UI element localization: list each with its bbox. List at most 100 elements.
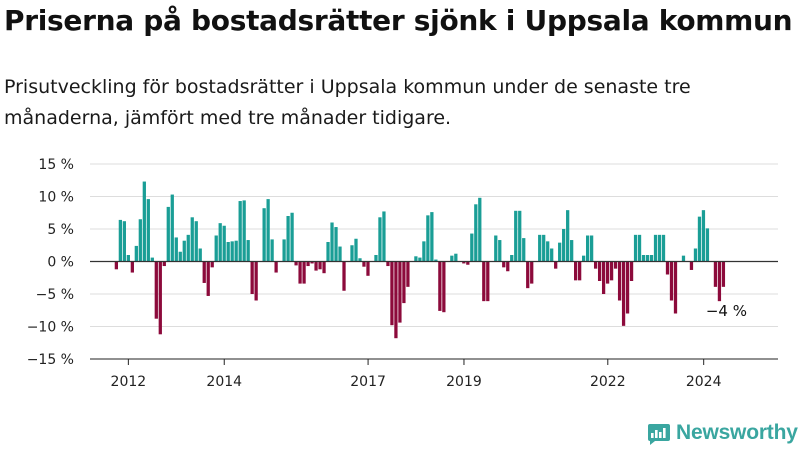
bar xyxy=(689,261,694,270)
bar xyxy=(334,227,338,262)
bar xyxy=(158,261,162,335)
bar xyxy=(134,245,138,262)
bar xyxy=(342,261,346,291)
bar xyxy=(394,261,398,339)
bar xyxy=(114,261,118,270)
bar xyxy=(154,261,158,319)
bar xyxy=(645,255,650,262)
bar xyxy=(270,239,274,262)
brand-logo: Newsworthy xyxy=(646,419,798,447)
y-tick-label: 10 % xyxy=(38,190,74,206)
bar xyxy=(514,210,518,262)
bar xyxy=(146,199,150,262)
bar xyxy=(398,261,402,323)
bar xyxy=(230,241,234,262)
bar xyxy=(693,248,698,262)
bar xyxy=(601,261,606,294)
bar xyxy=(286,216,290,262)
bar xyxy=(138,219,142,262)
bar xyxy=(438,261,442,311)
y-tick-label: 15 % xyxy=(38,157,74,173)
bar xyxy=(633,234,638,262)
bar xyxy=(214,235,218,262)
bar xyxy=(434,259,438,262)
bar xyxy=(130,261,134,273)
bar xyxy=(713,261,718,287)
annotations: −4 % xyxy=(706,302,747,320)
bar xyxy=(306,261,310,267)
bar xyxy=(122,221,126,262)
bar xyxy=(593,261,598,269)
bar xyxy=(354,238,358,262)
bar xyxy=(442,261,446,313)
bar xyxy=(661,234,666,262)
bar xyxy=(318,261,322,270)
bar xyxy=(226,242,230,262)
bar xyxy=(218,223,222,262)
bar xyxy=(589,235,594,262)
bar xyxy=(162,261,166,267)
newsworthy-logo-icon xyxy=(648,424,670,445)
bar xyxy=(554,261,558,269)
bar xyxy=(182,240,186,262)
bar xyxy=(426,215,430,262)
bar xyxy=(302,261,306,284)
bar xyxy=(617,261,622,301)
bar xyxy=(338,246,342,262)
bar xyxy=(486,261,490,302)
x-axis-ticks: 2012 2014 2017 2019 2022 2024 xyxy=(90,260,778,390)
x-tick-label: 2022 xyxy=(590,374,626,390)
chart-subtitle: Prisutveckling för bostadsrätter i Uppsa… xyxy=(4,76,691,129)
bar xyxy=(282,239,286,262)
bar xyxy=(637,234,642,262)
bar xyxy=(673,261,678,314)
bar xyxy=(578,261,582,281)
bar xyxy=(574,261,578,281)
y-tick-label: 5 % xyxy=(47,222,74,238)
y-tick-label: −10 % xyxy=(27,320,74,336)
bar xyxy=(665,261,670,275)
bar xyxy=(613,261,618,269)
bar xyxy=(198,248,202,262)
bar xyxy=(625,261,630,314)
bar xyxy=(290,212,294,262)
bar xyxy=(254,261,258,301)
y-tick-label: −15 % xyxy=(27,352,74,368)
bar xyxy=(542,234,546,262)
bar xyxy=(605,261,610,284)
y-tick-label: 0 % xyxy=(47,255,74,271)
bar xyxy=(422,241,426,262)
bar xyxy=(314,261,318,271)
bar xyxy=(510,255,514,262)
bar xyxy=(597,261,602,281)
bar xyxy=(294,261,298,266)
bar xyxy=(530,261,534,284)
bar xyxy=(238,201,242,262)
bar xyxy=(178,251,182,262)
bar xyxy=(450,255,454,262)
bar xyxy=(657,234,662,262)
bar xyxy=(298,261,302,284)
bar xyxy=(518,210,522,262)
bar xyxy=(478,197,482,262)
bar xyxy=(522,238,526,262)
bar xyxy=(546,241,550,262)
bar xyxy=(462,261,466,264)
last-value-label: −4 % xyxy=(706,302,747,320)
chart-title: Priserna på bostadsrätter sjönk i Uppsal… xyxy=(4,4,793,37)
bar xyxy=(466,261,470,265)
bar xyxy=(150,257,154,262)
bar xyxy=(641,255,646,262)
x-tick-label: 2019 xyxy=(446,374,482,390)
bar xyxy=(378,217,382,262)
bar xyxy=(701,210,706,262)
bar xyxy=(582,255,586,262)
bar xyxy=(474,204,478,262)
bar xyxy=(222,225,226,262)
bar xyxy=(142,181,146,262)
x-tick-label: 2012 xyxy=(111,374,147,390)
bar xyxy=(118,219,122,262)
bar xyxy=(194,221,198,262)
bar xyxy=(350,245,354,262)
bar xyxy=(506,261,510,272)
